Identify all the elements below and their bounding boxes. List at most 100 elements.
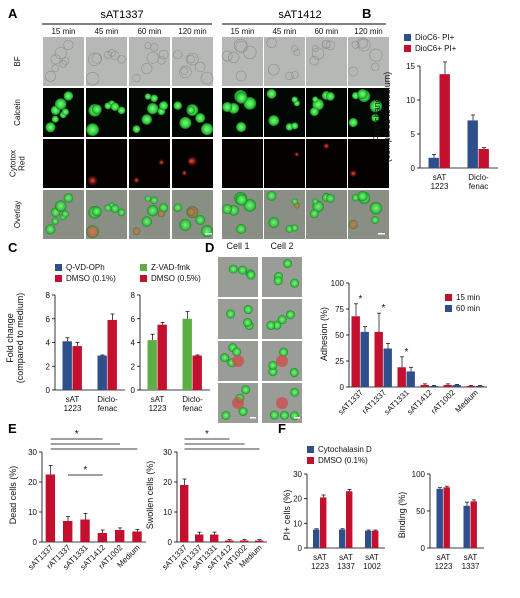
bar bbox=[443, 487, 450, 548]
y-axis-title: PI+ cells (%) bbox=[282, 490, 292, 541]
label-line: Diclo- bbox=[182, 395, 203, 404]
panel-letter-f: F bbox=[278, 421, 286, 436]
y-tick-label: 0 bbox=[421, 544, 426, 553]
overlay-cell bbox=[117, 208, 126, 217]
label-line: 8 bbox=[131, 291, 136, 300]
panel-d: Cell 1 Cell 2 15 min 60 min Adhesion (%) 0 25 5… bbox=[218, 241, 487, 423]
overlay-cell bbox=[195, 215, 206, 225]
timepoint-label: 120 min bbox=[178, 27, 206, 36]
y-tick-label: 0 bbox=[168, 538, 173, 547]
panel-c-chart: Q-VD-OPh DMSO (0.1%) Z-VAD-fmk DMSO (0.5%) F… bbox=[5, 263, 210, 413]
micrograph bbox=[348, 139, 389, 188]
label-line: * bbox=[359, 294, 363, 305]
calcein-cell bbox=[195, 113, 206, 123]
label-line: 0 bbox=[168, 538, 173, 547]
cell-outline bbox=[146, 51, 159, 64]
label-line: DMSO (0.1%) bbox=[318, 456, 368, 465]
calcein-cell bbox=[144, 93, 152, 100]
red-cell bbox=[232, 355, 244, 367]
cell-outline bbox=[180, 67, 189, 75]
bar bbox=[475, 385, 484, 387]
label-line: Fold change bbox=[372, 92, 382, 142]
legend-label: Z-VAD-fmk bbox=[151, 263, 191, 272]
label-line: * bbox=[405, 347, 409, 358]
calcein-cell bbox=[61, 108, 69, 116]
label-line: rAT1002 bbox=[429, 388, 457, 416]
cytotox-cell bbox=[181, 170, 188, 176]
legend-label: 15 min bbox=[456, 293, 480, 302]
cell bbox=[285, 310, 295, 320]
bar bbox=[439, 74, 450, 168]
cell-outline bbox=[357, 38, 371, 52]
overlay-cell bbox=[63, 193, 74, 203]
label-line: Fold change bbox=[5, 313, 15, 363]
micrograph bbox=[348, 37, 389, 86]
label-line: 1223 bbox=[431, 182, 449, 191]
overlay-red-cell bbox=[187, 208, 195, 216]
calcein-cell bbox=[51, 115, 59, 123]
cell-outline bbox=[290, 71, 299, 79]
cell-outline bbox=[88, 52, 102, 66]
label-line: 1223 bbox=[64, 404, 82, 413]
bar bbox=[192, 355, 202, 390]
bar bbox=[346, 491, 353, 548]
timepoint-label: 15 min bbox=[51, 27, 75, 36]
panel-letter-b: B bbox=[362, 6, 371, 21]
y-tick-label: 10 bbox=[163, 508, 172, 517]
label-line: 1223 bbox=[435, 562, 453, 571]
micrograph bbox=[172, 37, 213, 86]
calcein-cell bbox=[55, 98, 67, 110]
cell-outline bbox=[54, 47, 67, 60]
label-line: 15 min bbox=[456, 293, 480, 302]
legend-swatch bbox=[140, 275, 147, 282]
bar bbox=[365, 530, 372, 548]
bar bbox=[72, 346, 82, 390]
overlay-cell bbox=[150, 196, 159, 205]
timepoint-label: 15 min bbox=[230, 27, 254, 36]
label-line: 0 bbox=[46, 386, 51, 395]
bar bbox=[240, 540, 249, 542]
y-tick-label: 0 bbox=[411, 164, 416, 173]
y-tick-label: 0 bbox=[131, 386, 136, 395]
legend-label: DMSO (0.1%) bbox=[66, 274, 116, 283]
y-tick-label: 25 bbox=[335, 357, 344, 366]
cell-outline bbox=[51, 64, 60, 73]
bar bbox=[360, 331, 369, 387]
cell-outline bbox=[369, 48, 383, 62]
bar bbox=[429, 385, 438, 387]
cell-outline bbox=[132, 73, 141, 83]
x-tick-label: sAT 1223 bbox=[64, 395, 82, 413]
micrograph bbox=[222, 37, 263, 86]
cytotox-cell bbox=[133, 177, 140, 184]
label-line: 4 bbox=[131, 339, 136, 348]
group-label-sat1337: sAT1337 bbox=[100, 9, 143, 21]
image-column-label: Cell 2 bbox=[270, 241, 293, 251]
bar bbox=[467, 120, 478, 168]
bar bbox=[436, 488, 443, 548]
label-line: 5 bbox=[411, 130, 416, 139]
bar bbox=[97, 355, 107, 390]
panel-letter-c: C bbox=[8, 240, 18, 255]
bar bbox=[115, 530, 125, 542]
label-line: 50 bbox=[335, 331, 344, 340]
label-line: Red bbox=[18, 156, 27, 171]
cell-outline bbox=[117, 55, 126, 64]
bar bbox=[195, 534, 204, 542]
label-line: 100 bbox=[331, 279, 345, 288]
label-line: Z-VAD-fmk bbox=[151, 263, 191, 272]
legend-swatch bbox=[307, 446, 314, 453]
micrograph bbox=[306, 37, 347, 86]
significance-star: * bbox=[75, 429, 79, 440]
y-axis-title: Fold change(compared to medium) bbox=[5, 293, 25, 384]
micrograph bbox=[218, 299, 258, 339]
y-tick-label: 10 bbox=[406, 96, 415, 105]
overlay-cell bbox=[222, 203, 233, 215]
calcein-cell bbox=[369, 99, 383, 113]
cell-outline bbox=[194, 61, 206, 73]
micrograph bbox=[86, 37, 127, 86]
y-tick-label: 100 bbox=[331, 279, 345, 288]
x-tick-label: Diclo-fenac bbox=[182, 395, 203, 413]
calcein-cell bbox=[222, 101, 233, 113]
legend-label: 60 min bbox=[456, 304, 480, 313]
label-line: 30 bbox=[293, 470, 302, 479]
